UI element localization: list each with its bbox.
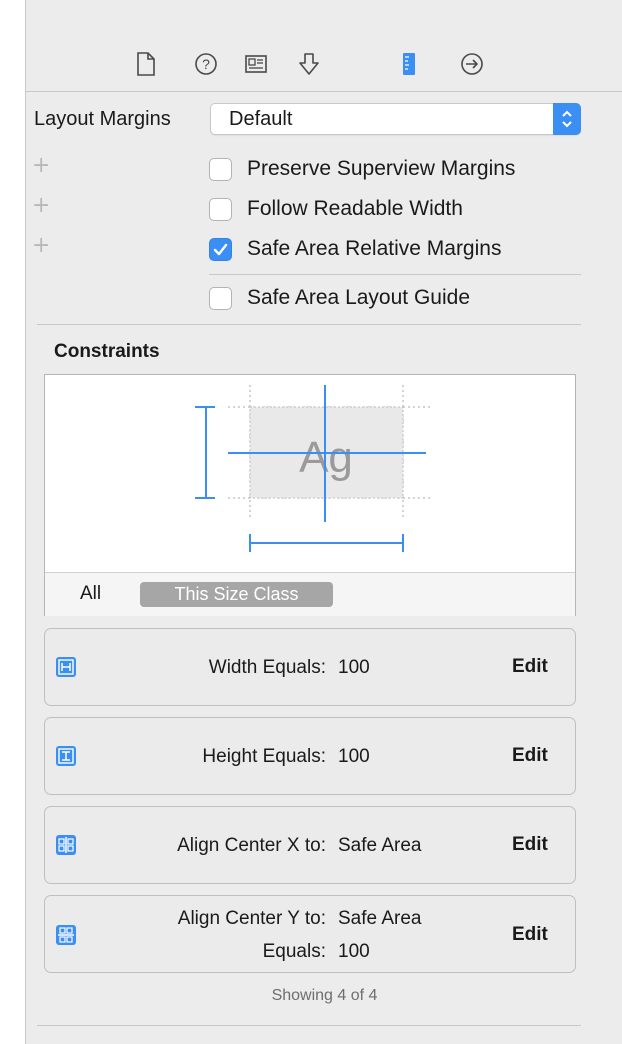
divider (209, 274, 581, 275)
toolbar-divider (26, 91, 622, 92)
constraint-value: 100 (338, 657, 370, 678)
constraint-value: 100 (338, 941, 370, 962)
svg-text:?: ? (202, 56, 210, 72)
filter-this-size-class-button[interactable]: This Size Class (140, 582, 333, 607)
filter-all-button[interactable]: All (80, 583, 102, 604)
layout-margins-label: Layout Margins (34, 108, 171, 130)
constraints-title: Constraints (54, 341, 160, 362)
layout-margins-select[interactable]: Default (210, 103, 581, 135)
center-x-constraint-icon (55, 834, 77, 856)
width-constraint-icon (55, 656, 77, 678)
constraint-value: Safe Area (338, 835, 422, 856)
follow-readable-width-checkbox[interactable] (209, 198, 232, 221)
height-constraint-icon (55, 745, 77, 767)
constraint-value: Safe Area (338, 908, 422, 929)
divider (37, 324, 581, 325)
chevron-up-down-icon (553, 103, 581, 135)
constraint-label: Width Equals: (208, 657, 326, 678)
size-class-filter-bar: All This Size Class (45, 572, 575, 616)
size-inspector-icon[interactable] (396, 51, 422, 77)
constraint-label: Align Center X to: (177, 835, 326, 856)
constraint-card-center-y[interactable]: Align Center Y to: Safe Area Equals: 100… (44, 895, 576, 973)
preserve-superview-margins-label: Preserve Superview Margins (247, 157, 516, 180)
constraint-label: Align Center Y to: (177, 908, 326, 929)
connections-inspector-icon[interactable] (459, 51, 485, 77)
attributes-inspector-icon[interactable] (296, 51, 322, 77)
safe-area-relative-margins-checkbox[interactable] (209, 238, 232, 261)
constraint-card-height[interactable]: Height Equals: 100 Edit (44, 717, 576, 795)
divider (37, 1025, 581, 1026)
safe-area-layout-guide-checkbox[interactable] (209, 287, 232, 310)
constraints-visualization: Ag All This Size Class (44, 374, 576, 616)
file-inspector-icon[interactable] (133, 51, 159, 77)
inspector-toolbar: ? (26, 0, 622, 90)
quick-help-icon[interactable]: ? (193, 51, 219, 77)
edit-button[interactable]: Edit (512, 656, 548, 677)
constraint-card-center-x[interactable]: Align Center X to: Safe Area Edit (44, 806, 576, 884)
constraint-card-width[interactable]: Width Equals: 100 Edit (44, 628, 576, 706)
constraints-diagram: Ag (195, 385, 430, 552)
identity-inspector-icon[interactable] (243, 51, 269, 77)
edit-button[interactable]: Edit (512, 834, 548, 855)
safe-area-relative-margins-label: Safe Area Relative Margins (247, 237, 502, 260)
checkmark-icon (213, 243, 228, 256)
add-variation-icon[interactable]: + (32, 193, 51, 218)
size-inspector-panel: ? Layout Margins Default + Preserve Supe… (25, 0, 622, 1044)
center-y-constraint-icon (55, 924, 77, 946)
constraint-label: Height Equals: (202, 746, 326, 767)
follow-readable-width-label: Follow Readable Width (247, 197, 463, 220)
constraints-count-footer: Showing 4 of 4 (271, 987, 378, 1004)
safe-area-layout-guide-label: Safe Area Layout Guide (247, 286, 470, 309)
add-variation-icon[interactable]: + (32, 233, 51, 258)
constraint-value: 100 (338, 746, 370, 767)
edit-button[interactable]: Edit (512, 745, 548, 766)
layout-margins-value: Default (229, 108, 293, 130)
add-variation-icon[interactable]: + (32, 153, 51, 178)
constraint-label: Equals: (262, 941, 326, 962)
edit-button[interactable]: Edit (512, 924, 548, 945)
preserve-superview-margins-checkbox[interactable] (209, 158, 232, 181)
